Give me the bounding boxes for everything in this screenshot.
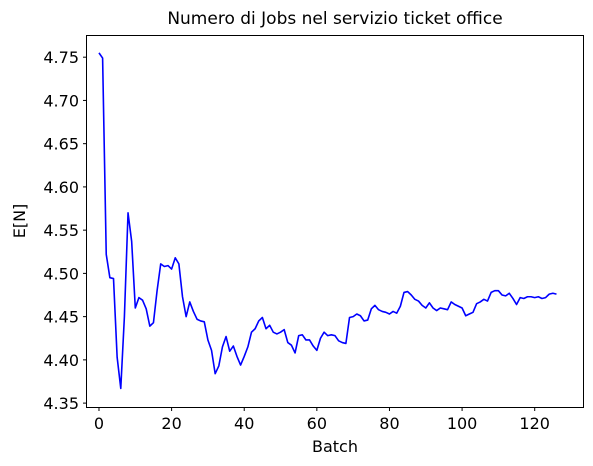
chart-title: Numero di Jobs nel servizio ticket offic… [167, 9, 502, 29]
y-tick-label: 4.65 [43, 135, 79, 154]
x-tick-label: 40 [234, 414, 254, 433]
x-tick-label: 60 [307, 414, 327, 433]
y-tick-label: 4.50 [43, 264, 79, 283]
x-tick-label: 100 [447, 414, 478, 433]
x-tick-label: 0 [94, 414, 104, 433]
x-tick-label: 20 [161, 414, 181, 433]
y-tick-label: 4.45 [43, 308, 79, 327]
x-axis: 0 20 40 60 80 100 120 [94, 407, 550, 433]
plot-frame [86, 35, 584, 408]
y-tick-label: 4.75 [43, 48, 79, 67]
series-line-0 [98, 52, 557, 390]
x-tick-label: 80 [379, 414, 399, 433]
x-axis-label: Batch [312, 437, 358, 456]
y-tick-label: 4.60 [43, 178, 79, 197]
x-tick-label: 120 [519, 414, 550, 433]
y-tick-label: 4.35 [43, 394, 79, 413]
y-axis-label: E[N] [10, 204, 29, 239]
y-tick-label: 4.70 [43, 91, 79, 110]
plot-area [98, 52, 557, 390]
y-tick-label: 4.55 [43, 221, 79, 240]
y-axis: 4.35 4.40 4.45 4.50 4.55 4.60 4.65 4.70 4.75 [43, 48, 87, 413]
y-tick-label: 4.40 [43, 351, 79, 370]
